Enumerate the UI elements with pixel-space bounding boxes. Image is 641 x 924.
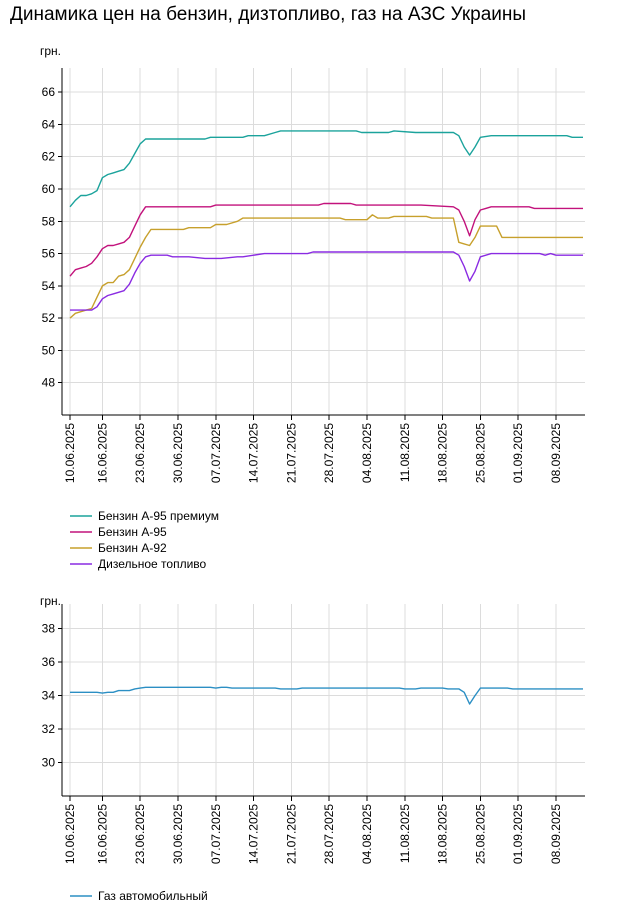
y-tick-label: 64: [42, 117, 56, 131]
x-tick-label: 30.06.2025: [171, 804, 185, 864]
y-axis-unit-label: грн.: [40, 44, 61, 58]
y-tick-label: 62: [42, 150, 56, 164]
x-tick-label: 16.06.2025: [95, 804, 109, 864]
y-tick-label: 34: [42, 689, 56, 703]
y-tick-label: 38: [42, 622, 56, 636]
series-line-a92: [69, 214, 583, 319]
x-tick-label: 28.07.2025: [322, 804, 336, 864]
y-tick-label: 48: [42, 376, 56, 390]
series-line-diesel: [70, 251, 583, 311]
x-tick-label: 10.06.2025: [63, 423, 77, 483]
x-tick-label: 01.09.2025: [511, 804, 525, 864]
x-tick-label: 11.08.2025: [398, 423, 412, 482]
x-tick-label: 10.06.2025: [63, 804, 77, 864]
x-tick-label: 23.06.2025: [133, 423, 147, 483]
x-tick-label: 07.07.2025: [209, 423, 223, 483]
x-tick-label: 21.07.2025: [284, 804, 298, 864]
x-tick-label: 14.07.2025: [247, 804, 261, 864]
x-tick-label: 16.06.2025: [95, 423, 109, 483]
page-title: Динамика цен на бензин, дизтопливо, газ …: [10, 4, 527, 25]
y-tick-label: 30: [42, 756, 56, 770]
y-tick-label: 66: [42, 85, 56, 99]
x-tick-label: 08.09.2025: [549, 423, 563, 483]
x-tick-label: 30.06.2025: [171, 423, 185, 483]
x-tick-label: 25.08.2025: [473, 423, 487, 483]
x-tick-label: 01.09.2025: [511, 423, 525, 483]
legend-label-premium95: Бензин А-95 премиум: [98, 509, 219, 523]
y-tick-label: 50: [42, 343, 56, 357]
x-tick-label: 25.08.2025: [473, 804, 487, 864]
series-line-gas: [70, 686, 583, 705]
y-tick-label: 54: [42, 279, 56, 293]
x-tick-label: 14.07.2025: [247, 423, 261, 483]
x-tick-label: 08.09.2025: [549, 804, 563, 864]
y-tick-label: 58: [42, 214, 56, 228]
y-tick-label: 52: [42, 311, 56, 325]
y-tick-label: 36: [42, 655, 56, 669]
x-tick-label: 18.08.2025: [436, 423, 450, 483]
gas-price-chart: 30 32 34 36 38 10.06.2025 16.06.2025 23.06.2025…: [40, 594, 585, 903]
x-tick-label: 28.07.2025: [322, 423, 336, 483]
legend-label-gas: Газ автомобильный: [98, 889, 208, 903]
y-axis-unit-label: грн.: [40, 594, 61, 608]
legend-label-a92: Бензин А-92: [98, 541, 167, 555]
y-tick-label: 32: [42, 722, 56, 736]
x-tick-label: 04.08.2025: [360, 423, 374, 483]
legend-label-diesel: Дизельное топливо: [98, 557, 207, 571]
x-tick-label: 18.08.2025: [436, 804, 450, 864]
y-tick-label: 60: [42, 182, 56, 196]
x-tick-label: 04.08.2025: [360, 804, 374, 864]
series-line-a95: [69, 202, 583, 277]
x-tick-label: 21.07.2025: [284, 423, 298, 483]
fuel-price-chart: 48 50 52 54 56 58 60 62 64 66 10.06.2025 16.06.2025…: [40, 44, 585, 571]
x-tick-label: 07.07.2025: [209, 804, 223, 864]
legend-label-a95: Бензин А-95: [98, 525, 167, 539]
x-tick-label: 11.08.2025: [398, 804, 412, 863]
x-tick-label: 23.06.2025: [133, 804, 147, 864]
series-line-premium95: [69, 130, 583, 208]
y-tick-label: 56: [42, 247, 56, 261]
